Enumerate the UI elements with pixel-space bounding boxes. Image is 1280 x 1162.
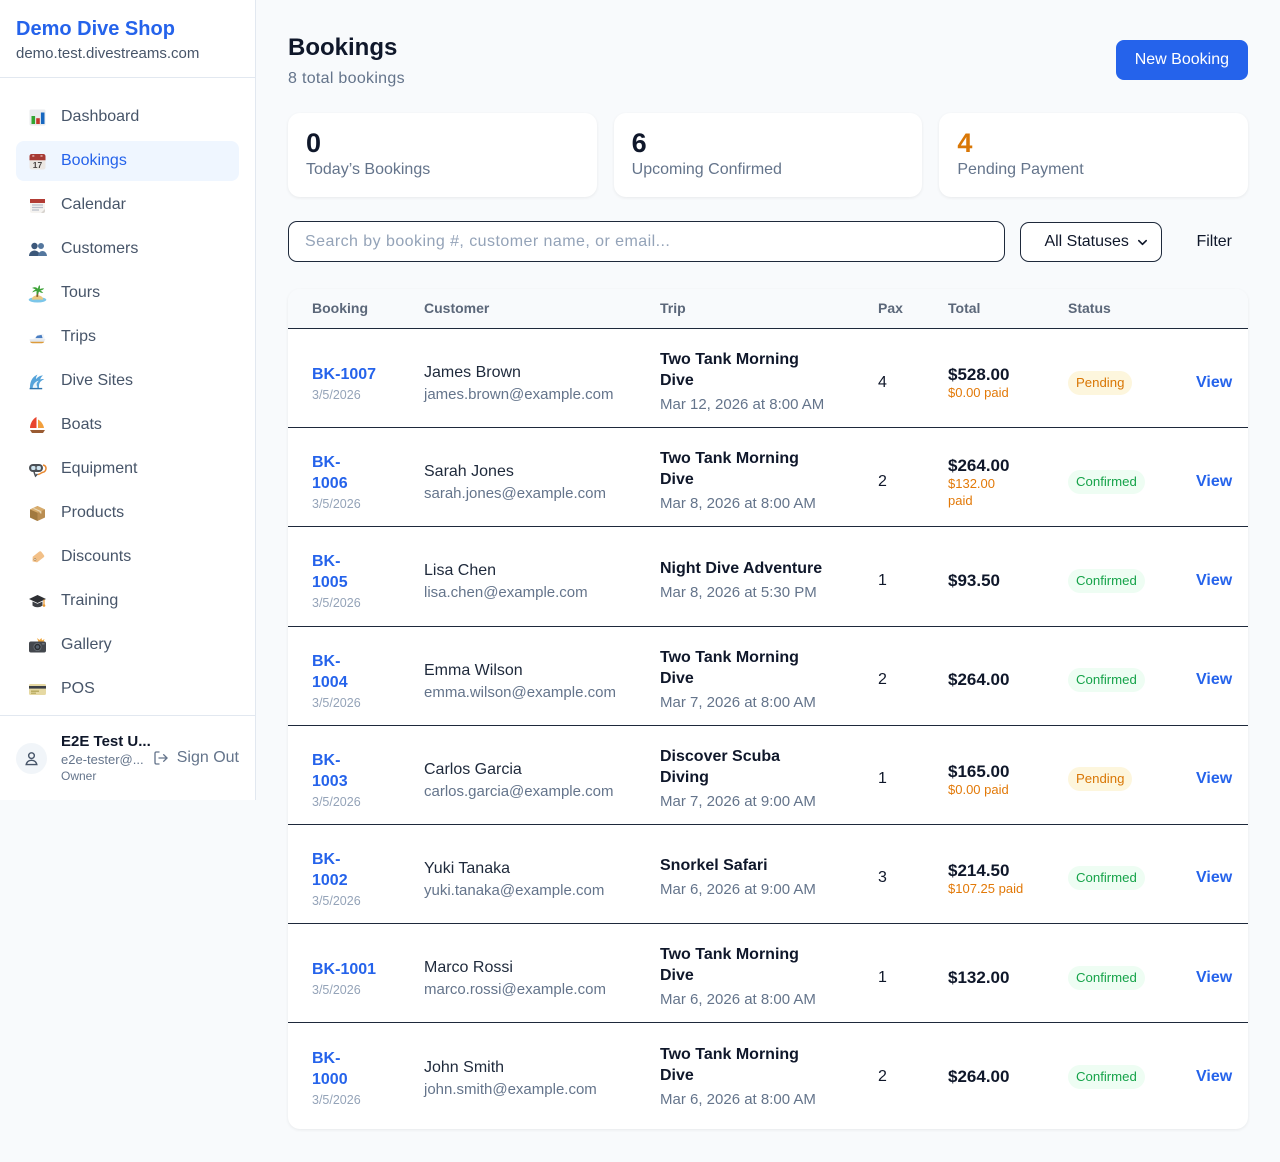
svg-text:17: 17	[33, 160, 43, 170]
